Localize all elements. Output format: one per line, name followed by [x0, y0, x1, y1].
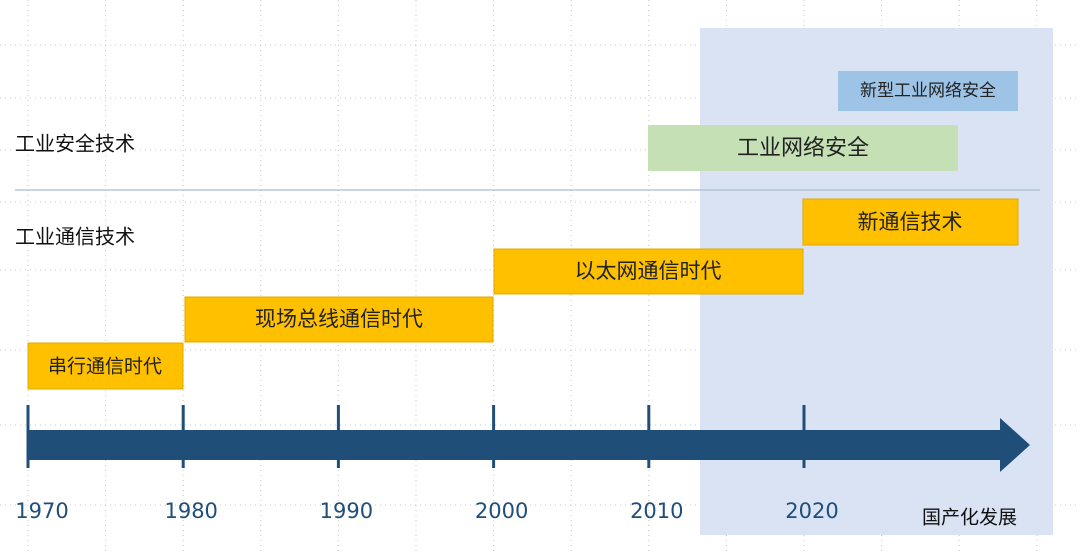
bar — [802, 198, 1019, 246]
ticks: 1970 1980 1990 2000 2010 2020 — [15, 405, 839, 523]
year-label: 1970 — [15, 499, 68, 523]
row-label: 工业安全技术 — [15, 132, 135, 156]
year-label: 2010 — [630, 499, 683, 523]
bar — [27, 342, 184, 390]
bar-label: 工业网络安全 — [737, 136, 869, 161]
row-label: 工业通信技术 — [15, 225, 135, 249]
bar-label: 串行通信时代 — [48, 356, 162, 378]
year-label: 2000 — [475, 499, 528, 523]
bar-label: 以太网通信时代 — [575, 259, 722, 283]
bar — [493, 248, 804, 295]
timeline-label: 国产化发展 — [922, 507, 1017, 529]
bar-label: 新型工业网络安全 — [860, 81, 996, 101]
year-label: 2020 — [785, 499, 838, 523]
year-label: 1990 — [320, 499, 373, 523]
year-label: 1980 — [164, 499, 217, 523]
bar-label: 现场总线通信时代 — [255, 307, 423, 331]
bar-label: 新通信技术 — [858, 210, 963, 234]
bar — [648, 125, 958, 171]
bar — [184, 296, 494, 343]
time-arrow — [28, 418, 1030, 472]
bar — [838, 71, 1018, 111]
